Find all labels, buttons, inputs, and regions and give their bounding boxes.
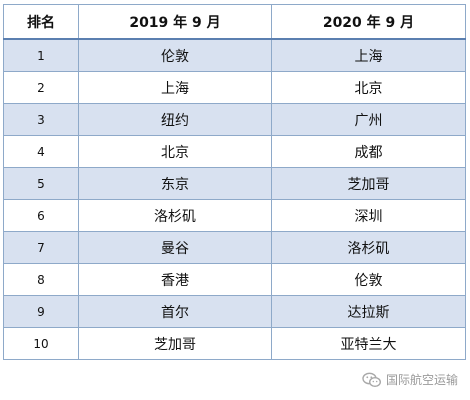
- city-2020-cell: 成都: [271, 135, 466, 168]
- table-row: 10 芝加哥 亚特兰大: [3, 327, 466, 360]
- rank-cell: 10: [3, 327, 79, 360]
- city-2020-cell: 广州: [271, 103, 466, 136]
- city-2019-cell: 洛杉矶: [78, 199, 272, 232]
- table-row: 9 首尔 达拉斯: [3, 295, 466, 328]
- header-2020-sep: 2020 年 9 月: [271, 4, 466, 40]
- watermark-text: 国际航空运输: [385, 373, 458, 387]
- table-row: 1 伦敦 上海: [3, 38, 466, 72]
- table-row: 8 香港 伦敦: [3, 263, 466, 296]
- table-row: 7 曼谷 洛杉矶: [3, 231, 466, 264]
- city-2019-cell: 上海: [78, 71, 272, 104]
- header-2019-sep: 2019 年 9 月: [78, 4, 272, 40]
- city-2020-cell: 芝加哥: [271, 167, 466, 200]
- city-2019-cell: 纽约: [78, 103, 272, 136]
- table-row: 4 北京 成都: [3, 135, 466, 168]
- table-row: 2 上海 北京: [3, 71, 466, 104]
- city-ranking-table: 排名 2019 年 9 月 2020 年 9 月 1 伦敦 上海 2 上海 北京…: [3, 4, 466, 360]
- rank-cell: 1: [3, 38, 79, 72]
- table-body: 1 伦敦 上海 2 上海 北京 3 纽约 广州 4 北京 成都 5 东京: [3, 38, 466, 360]
- rank-cell: 3: [3, 103, 79, 136]
- table-row: 5 东京 芝加哥: [3, 167, 466, 200]
- city-2019-cell: 首尔: [78, 295, 272, 328]
- table-row: 6 洛杉矶 深圳: [3, 199, 466, 232]
- city-2019-cell: 东京: [78, 167, 272, 200]
- city-2020-cell: 上海: [271, 38, 466, 72]
- city-2019-cell: 香港: [78, 263, 272, 296]
- rank-cell: 6: [3, 199, 79, 232]
- city-2020-cell: 深圳: [271, 199, 466, 232]
- rank-cell: 4: [3, 135, 79, 168]
- rank-cell: 7: [3, 231, 79, 264]
- wechat-icon: [362, 372, 382, 388]
- city-2020-cell: 达拉斯: [271, 295, 466, 328]
- city-2019-cell: 北京: [78, 135, 272, 168]
- city-2020-cell: 北京: [271, 71, 466, 104]
- city-2020-cell: 洛杉矶: [271, 231, 466, 264]
- rank-cell: 5: [3, 167, 79, 200]
- header-row: 排名 2019 年 9 月 2020 年 9 月: [3, 4, 466, 40]
- rank-cell: 9: [3, 295, 79, 328]
- header-rank: 排名: [3, 4, 79, 40]
- city-2020-cell: 亚特兰大: [271, 327, 466, 360]
- city-2019-cell: 伦敦: [78, 38, 272, 72]
- rank-cell: 8: [3, 263, 79, 296]
- watermark: 国际航空运输: [362, 371, 458, 388]
- city-2019-cell: 曼谷: [78, 231, 272, 264]
- table-header: 排名 2019 年 9 月 2020 年 9 月: [3, 4, 466, 40]
- rank-cell: 2: [3, 71, 79, 104]
- table-row: 3 纽约 广州: [3, 103, 466, 136]
- city-2019-cell: 芝加哥: [78, 327, 272, 360]
- ranking-table-container: 排名 2019 年 9 月 2020 年 9 月 1 伦敦 上海 2 上海 北京…: [3, 4, 466, 360]
- city-2020-cell: 伦敦: [271, 263, 466, 296]
